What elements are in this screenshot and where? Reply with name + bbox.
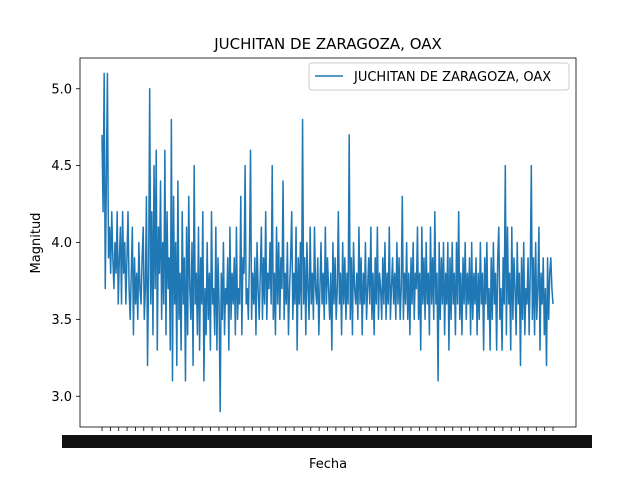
legend-label: JUCHITAN DE ZARAGOZA, OAX <box>353 70 551 85</box>
series-line <box>101 72 554 413</box>
legend: JUCHITAN DE ZARAGOZA, OAX <box>308 62 570 91</box>
legend-box <box>308 62 570 91</box>
y-tick-label: 4.0 <box>51 236 72 251</box>
chart-title: JUCHITAN DE ZARAGOZA, OAX <box>213 35 442 53</box>
y-axis: 3.0 3.5 4.0 4.5 5.0 <box>51 82 80 405</box>
y-tick-label: 4.5 <box>51 159 72 174</box>
x-axis <box>62 427 592 448</box>
y-axis-label: Magnitud <box>29 213 44 274</box>
y-tick-label: 3.5 <box>51 313 72 328</box>
y-tick-label: 3.0 <box>51 390 72 405</box>
y-tick-label: 5.0 <box>51 82 72 97</box>
x-tick-labels-overlap <box>62 435 592 448</box>
plot-area <box>79 57 577 428</box>
x-axis-label: Fecha <box>309 457 347 472</box>
